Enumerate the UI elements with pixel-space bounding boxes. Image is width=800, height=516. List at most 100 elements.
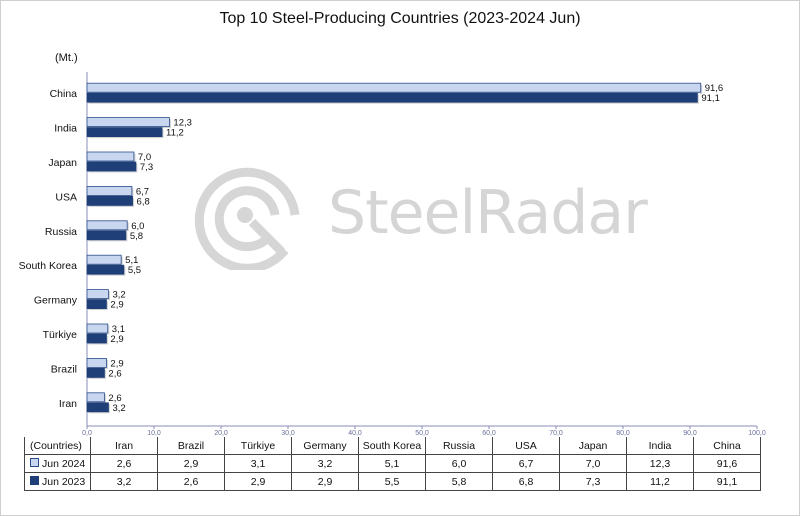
bars [86, 82, 703, 414]
legend-swatch-jun-2024 [30, 457, 39, 467]
y-tick-label: South Korea [19, 260, 78, 272]
data-label: 91,1 [701, 93, 720, 104]
data-label: 91,6 [705, 83, 724, 94]
table-header-cell: Russia [425, 437, 493, 455]
data-labels: 91,691,1 12,311,2 7,07,3 6,76,8 6,05,8 5,15,5… [108, 83, 723, 414]
bar [86, 82, 702, 93]
data-label: 7,0 [138, 152, 151, 163]
table-cell: 3,2 [90, 472, 158, 491]
data-label: 2,9 [110, 358, 123, 369]
data-label: 5,8 [130, 231, 143, 242]
bar [86, 185, 133, 196]
table-cell: 2,6 [157, 472, 225, 491]
data-label: 2,6 [108, 393, 121, 404]
data-label: 3,2 [112, 290, 125, 301]
unit-label: (Mt.) [55, 52, 78, 64]
bar [86, 333, 107, 344]
x-tick-label: 10,0 [147, 430, 161, 436]
bar [86, 357, 107, 368]
data-label: 2,9 [110, 334, 123, 345]
x-tick-label: 60,0 [482, 430, 496, 436]
x-tick-label: 100,0 [748, 430, 766, 436]
y-tick-label: Germany [34, 295, 78, 307]
data-label: 11,2 [166, 128, 184, 139]
table-cell: 11,2 [626, 472, 694, 491]
table-header-cell: China [693, 437, 761, 455]
legend-label: Jun 2024 [42, 457, 86, 470]
table-cell: 7,0 [559, 454, 627, 473]
table-cell: 2,9 [291, 472, 359, 491]
table-header-cell: India [626, 437, 694, 455]
table-corner-label: (Countries) [24, 437, 91, 455]
data-label: 2,6 [108, 368, 121, 379]
bar [86, 254, 122, 265]
data-label: 6,0 [131, 221, 144, 232]
bar [86, 264, 125, 275]
table-header-cell: Brazil [157, 437, 225, 455]
data-label: 5,1 [125, 255, 138, 266]
chart-title: Top 10 Steel-Producing Countries (2023-2… [219, 10, 581, 27]
table-cell: 12,3 [626, 454, 694, 473]
table-row: Jun 2024 2,6 2,9 3,1 3,2 5,1 6,0 6,7 7,0 12,3 91,… [24, 454, 761, 473]
bar [86, 230, 127, 241]
bar [86, 117, 170, 127]
y-tick-label: Türkiye [43, 329, 78, 341]
x-tick-label: 20,0 [214, 430, 228, 436]
bar [86, 323, 109, 334]
x-tick-label: 70,0 [549, 430, 563, 436]
y-tick-label: Brazil [51, 363, 77, 375]
y-tick-label: USA [55, 191, 77, 203]
x-tick-label: 40,0 [348, 430, 362, 436]
bar [86, 402, 109, 413]
data-label: 7,3 [140, 162, 153, 173]
table-cell: 6,0 [425, 454, 493, 473]
table-cell: 91,1 [693, 472, 761, 491]
x-tick-label: 0,0 [82, 430, 92, 436]
bar [86, 161, 137, 172]
table-cell: 7,3 [559, 472, 627, 491]
table-cell: 2,9 [224, 472, 292, 491]
table-cell: 91,6 [693, 454, 761, 473]
data-table: (Countries) Iran Brazil Türkiye Germany Sout… [24, 437, 761, 491]
table-cell: 3,2 [291, 454, 359, 473]
bar [86, 195, 133, 206]
table-row: Jun 2023 3,2 2,6 2,9 2,9 5,5 5,8 6,8 7,3 11,2 91,… [24, 472, 761, 491]
table-cell: 2,9 [157, 454, 225, 473]
y-tick-label: China [50, 88, 78, 100]
bar [86, 151, 135, 162]
table-header-cell: Japan [559, 437, 627, 455]
data-label: 3,1 [112, 324, 125, 335]
table-cell: 5,8 [425, 472, 493, 491]
table-header-cell: Germany [291, 437, 359, 455]
data-label: 6,8 [137, 196, 150, 207]
x-tick-label: 30,0 [281, 430, 295, 436]
y-tick-label: Iran [59, 398, 77, 410]
data-label: 3,2 [112, 403, 125, 414]
bar-chart: 0,0 10,0 20,0 30,0 40,0 50,0 60,0 70,0 80,0 90,0 1… [19, 72, 766, 436]
bar [86, 220, 128, 231]
bar [86, 92, 698, 103]
table-header-cell: USA [492, 437, 560, 455]
legend-entry-jun-2023: Jun 2023 [24, 472, 91, 491]
y-tick-label: Russia [45, 226, 77, 238]
bar [86, 299, 107, 310]
legend-swatch-jun-2023 [30, 475, 39, 485]
table-cell: 6,7 [492, 454, 560, 473]
table-header-cell: Türkiye [224, 437, 292, 455]
bar [86, 367, 105, 378]
bar [86, 127, 163, 137]
table-cell: 2,6 [90, 454, 158, 473]
table-header-row: (Countries) Iran Brazil Türkiye Germany Sout… [24, 437, 761, 455]
table-cell: 5,1 [358, 454, 426, 473]
legend-label: Jun 2023 [42, 475, 86, 488]
data-label: 2,9 [110, 300, 123, 311]
table-header-cell: Iran [90, 437, 158, 455]
data-label: 12,3 [173, 118, 192, 129]
table-cell: 3,1 [224, 454, 292, 473]
data-label: 6,7 [136, 186, 149, 197]
table-cell: 6,8 [492, 472, 560, 491]
table-header-cell: South Korea [358, 437, 426, 455]
x-tick-label: 90,0 [683, 430, 697, 436]
bar [86, 392, 105, 403]
y-tick-label: India [54, 123, 77, 135]
